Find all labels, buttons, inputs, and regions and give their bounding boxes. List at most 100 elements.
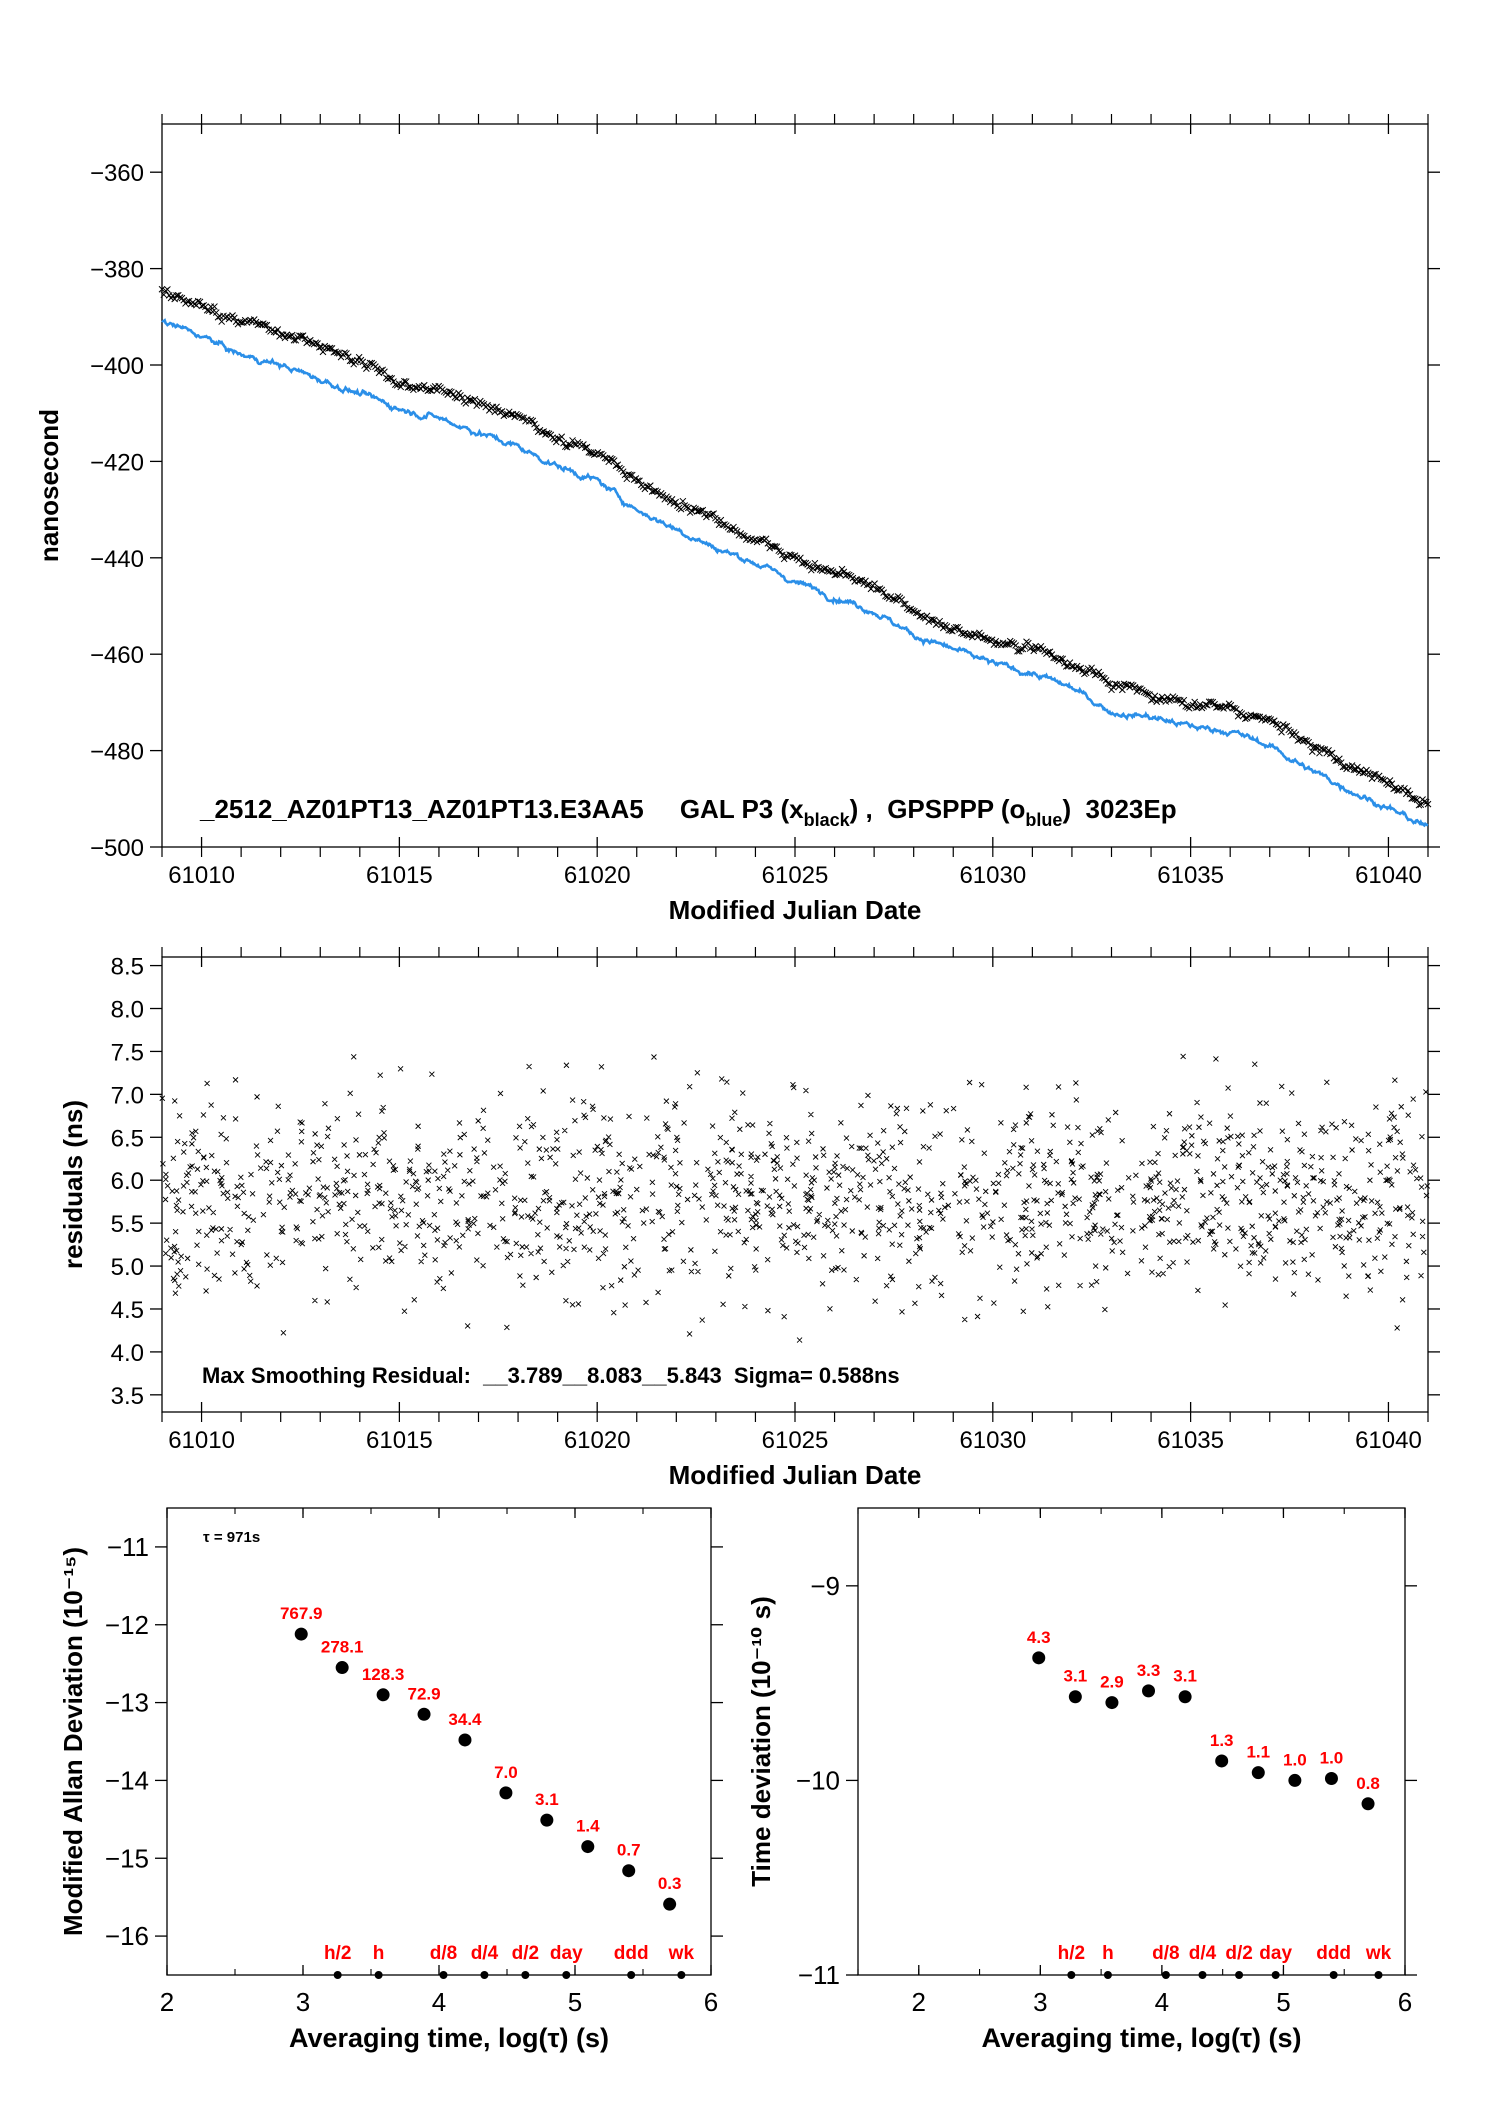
marker-dot xyxy=(439,1971,448,1979)
y-tick-label: −420 xyxy=(90,449,144,476)
x-tick-label: 6 xyxy=(704,1987,718,2017)
marker-dot xyxy=(1235,1971,1244,1979)
marker-label: ddd xyxy=(1316,1943,1351,1964)
annotation-text: Max Smoothing Residual: __3.789__8.083__… xyxy=(202,1363,900,1388)
y-tick-label: −12 xyxy=(105,1610,149,1640)
annotation-part: _2512_AZ01PT13_AZ01PT13.E3AA5 GAL P3 (x xyxy=(199,794,804,824)
x-tick-label: 61020 xyxy=(564,1427,631,1454)
x-tick-label: 61040 xyxy=(1355,862,1422,889)
y-tick-label: 4.5 xyxy=(111,1297,144,1324)
marker-dot xyxy=(1271,1971,1280,1979)
y-tick-label: −400 xyxy=(90,353,144,380)
data-point xyxy=(1068,1690,1082,1704)
x-tick-label: 4 xyxy=(432,1987,446,2017)
x-tick-label: 61030 xyxy=(959,862,1026,889)
y-tick-label: −460 xyxy=(90,642,144,669)
point-label: 1.3 xyxy=(1210,1731,1234,1750)
y-axis-label: Time deviation (10⁻¹⁰ s) xyxy=(746,1596,776,1886)
marker-dot xyxy=(521,1971,530,1979)
marker-dot xyxy=(374,1971,383,1979)
x-tick-label: 4 xyxy=(1155,1987,1169,2017)
y-tick-label: 6.5 xyxy=(111,1125,144,1152)
series-markers xyxy=(158,285,1432,809)
marker-dot xyxy=(1161,1971,1170,1979)
data-point xyxy=(540,1813,554,1827)
marker-label: d/2 xyxy=(1225,1943,1252,1964)
data-point xyxy=(1178,1690,1192,1704)
marker-label: d/4 xyxy=(1189,1943,1217,1964)
x-tick-label: 61025 xyxy=(762,1427,829,1454)
x-tick-label: 3 xyxy=(1033,1987,1047,2017)
marker-dot xyxy=(480,1971,489,1979)
residual-markers xyxy=(159,1053,1431,1343)
marker-label: d/4 xyxy=(471,1943,499,1964)
y-axis-label: residuals (ns) xyxy=(58,1100,88,1269)
y-axis-label: nanosecond xyxy=(34,409,64,562)
y-axis-label: Modified Allan Deviation (10⁻¹⁵) xyxy=(58,1547,88,1936)
marker-label: ddd xyxy=(614,1943,649,1964)
point-label: 3.1 xyxy=(535,1790,559,1809)
point-label: 278.1 xyxy=(321,1638,364,1657)
data-point xyxy=(663,1897,677,1911)
data-point xyxy=(1251,1766,1265,1780)
data-point xyxy=(376,1688,390,1702)
chart-2: 61010 61015 61020 61025 61030 61035 61040 3.5 4.… xyxy=(58,947,1440,1490)
marker-label: h/2 xyxy=(1058,1943,1085,1964)
x-tick-label: 2 xyxy=(912,1987,926,2017)
y-tick-label: −480 xyxy=(90,739,144,766)
marker-dot xyxy=(677,1971,686,1979)
marker-label: d/2 xyxy=(512,1943,539,1964)
data-point xyxy=(622,1864,636,1878)
y-tick-label: 5.0 xyxy=(111,1254,144,1281)
plot-frame xyxy=(161,123,1429,848)
x-tick-label: 2 xyxy=(160,1987,174,2017)
x-axis-label: Modified Julian Date xyxy=(669,1460,922,1490)
point-label: 1.0 xyxy=(1283,1750,1307,1769)
annotation-part: black xyxy=(804,810,851,830)
marker-label: wk xyxy=(1365,1943,1392,1964)
marker-dot xyxy=(1329,1971,1338,1979)
marker-label: h xyxy=(1102,1943,1114,1964)
x-axis-label: Averaging time, log(τ) (s) xyxy=(289,2023,609,2053)
point-label: 7.0 xyxy=(494,1763,518,1782)
x-tick-label: 61025 xyxy=(762,862,829,889)
data-point xyxy=(1142,1684,1156,1698)
x-axis-label: Modified Julian Date xyxy=(669,895,922,925)
marker-label: h/2 xyxy=(324,1943,351,1964)
plot-frame xyxy=(161,956,1429,1413)
x-tick-label: 61030 xyxy=(959,1427,1026,1454)
marker-label: day xyxy=(1259,1943,1292,1964)
annotation-text: _2512_AZ01PT13_AZ01PT13.E3AA5 GAL P3 (xb… xyxy=(199,794,1177,830)
data-point xyxy=(458,1733,472,1747)
marker-label: day xyxy=(550,1943,583,1964)
x-tick-label: 61040 xyxy=(1355,1427,1422,1454)
data-point xyxy=(1288,1773,1302,1787)
y-tick-label: −13 xyxy=(105,1688,149,1718)
y-tick-label: −10 xyxy=(796,1765,840,1795)
point-label: 3.1 xyxy=(1173,1667,1197,1686)
marker-dot xyxy=(1103,1971,1112,1979)
tau-note: τ = 971s xyxy=(203,1529,260,1546)
y-tick-label: −16 xyxy=(105,1921,149,1951)
point-label: 0.3 xyxy=(658,1874,682,1893)
data-point xyxy=(1324,1771,1338,1785)
annotation-part: blue xyxy=(1025,810,1062,830)
x-tick-label: 61035 xyxy=(1157,862,1224,889)
x-tick-label: 61010 xyxy=(168,1427,235,1454)
marker-dot xyxy=(1198,1971,1207,1979)
marker-label: h xyxy=(373,1943,385,1964)
data-point xyxy=(417,1707,431,1721)
data-point xyxy=(1032,1651,1046,1665)
point-label: 767.9 xyxy=(280,1604,323,1623)
y-tick-label: 3.5 xyxy=(111,1383,144,1410)
y-tick-label: 5.5 xyxy=(111,1211,144,1238)
y-tick-label: −11 xyxy=(107,1532,149,1562)
y-tick-label: 4.0 xyxy=(111,1340,144,1367)
y-tick-label: −360 xyxy=(90,160,144,187)
y-tick-label: 7.5 xyxy=(111,1039,144,1066)
marker-label: d/8 xyxy=(430,1943,457,1964)
x-tick-label: 61020 xyxy=(564,862,631,889)
x-tick-label: 61015 xyxy=(366,862,433,889)
data-point xyxy=(581,1840,595,1854)
